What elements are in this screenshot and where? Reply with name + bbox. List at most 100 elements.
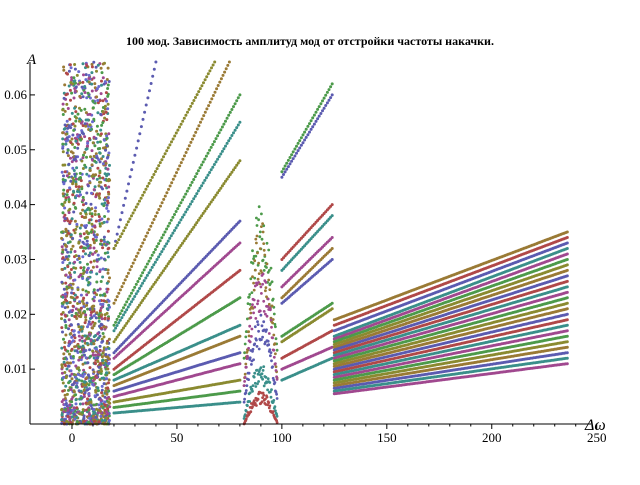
scatter-point <box>105 137 108 141</box>
scatter-point <box>79 306 83 310</box>
series-point <box>195 93 199 97</box>
series-point <box>291 150 295 154</box>
scatter-point <box>107 381 110 385</box>
series-point <box>157 276 161 280</box>
scatter-point <box>64 314 68 318</box>
series-point <box>290 153 294 157</box>
scatter-point <box>86 184 90 188</box>
scatter-point <box>80 85 84 89</box>
scatter-point <box>65 92 69 96</box>
scatter-point <box>98 222 102 226</box>
scatter-point <box>74 398 78 402</box>
scatter-point <box>74 139 78 143</box>
scatter-point <box>107 347 111 350</box>
series-point <box>216 84 220 87</box>
series-point <box>176 167 180 171</box>
scatter-point <box>72 158 76 162</box>
mode-branch-series <box>112 219 242 355</box>
scatter-point <box>93 159 97 163</box>
scatter-point <box>79 315 83 319</box>
scatter-point <box>93 295 96 299</box>
scatter-point <box>106 107 110 111</box>
scatter-point <box>73 175 77 178</box>
series-point <box>565 258 569 261</box>
series-point <box>230 134 234 137</box>
scatter-point <box>92 76 96 80</box>
scatter-point <box>85 208 89 212</box>
scatter-point <box>64 244 68 248</box>
series-point <box>120 285 124 289</box>
series-point <box>216 191 220 195</box>
scatter-point <box>85 230 89 234</box>
scatter-point <box>90 212 94 216</box>
series-point <box>173 174 177 178</box>
series-point <box>227 139 231 143</box>
series-point <box>193 175 197 179</box>
scatter-point <box>60 371 64 375</box>
series-point <box>142 296 146 300</box>
scatter-point <box>75 415 79 419</box>
scatter-point <box>79 179 83 183</box>
scatter-point <box>75 116 78 120</box>
scatter-point <box>70 335 74 339</box>
scatter-point <box>73 315 77 318</box>
series-point <box>144 276 148 280</box>
series-point <box>115 232 119 236</box>
scatter-point <box>93 209 97 213</box>
series-point <box>213 60 217 64</box>
series-point <box>293 147 297 151</box>
scatter-point <box>74 180 78 184</box>
mode-branch-series <box>332 279 569 355</box>
series-point <box>321 109 324 113</box>
scatter-point <box>85 155 88 159</box>
scatter-point <box>82 73 85 77</box>
scatter-point <box>107 185 111 189</box>
scatter-point <box>80 92 84 96</box>
series-point <box>325 101 329 105</box>
series-point <box>150 175 154 179</box>
scatter-point <box>76 373 80 376</box>
scatter-point <box>65 193 69 197</box>
scatter-point <box>65 119 69 123</box>
scatter-point <box>97 316 101 320</box>
scatter-point <box>68 271 72 275</box>
scatter-point <box>88 169 92 172</box>
series-point <box>158 252 162 256</box>
scatter-point <box>95 265 99 269</box>
scatter-point <box>99 242 102 246</box>
scatter-point <box>90 149 94 153</box>
scatter-point <box>84 289 88 293</box>
scatter-point <box>98 224 102 228</box>
scatter-point <box>86 262 89 266</box>
series-point <box>301 141 305 145</box>
series-point <box>182 195 186 199</box>
scatter-point <box>82 296 86 300</box>
mode-branch-series <box>332 252 569 341</box>
scatter-point <box>66 305 70 309</box>
scatter-point <box>107 414 111 418</box>
scatter-point <box>105 281 109 285</box>
scatter-point <box>85 172 89 176</box>
scatter-point <box>103 361 107 365</box>
scatter-point <box>69 332 73 335</box>
series-point <box>114 298 118 302</box>
series-point <box>138 199 141 203</box>
scatter-point <box>107 151 111 155</box>
scatter-point <box>62 360 66 364</box>
series-point <box>296 149 300 153</box>
scatter-point <box>99 306 103 310</box>
scatter-point <box>90 174 94 178</box>
scatter-point <box>85 191 89 195</box>
mode-branch-series <box>280 236 334 289</box>
scatter-point <box>83 107 87 111</box>
series-point <box>286 165 290 169</box>
series-point <box>222 147 226 151</box>
scatter-point <box>63 393 67 397</box>
scatter-point <box>67 198 71 201</box>
series-point <box>193 194 197 198</box>
mode-branch-series <box>112 60 158 250</box>
series-point <box>330 203 334 207</box>
scatter-point <box>83 85 87 88</box>
series-point <box>200 84 204 88</box>
series-point <box>126 297 130 301</box>
